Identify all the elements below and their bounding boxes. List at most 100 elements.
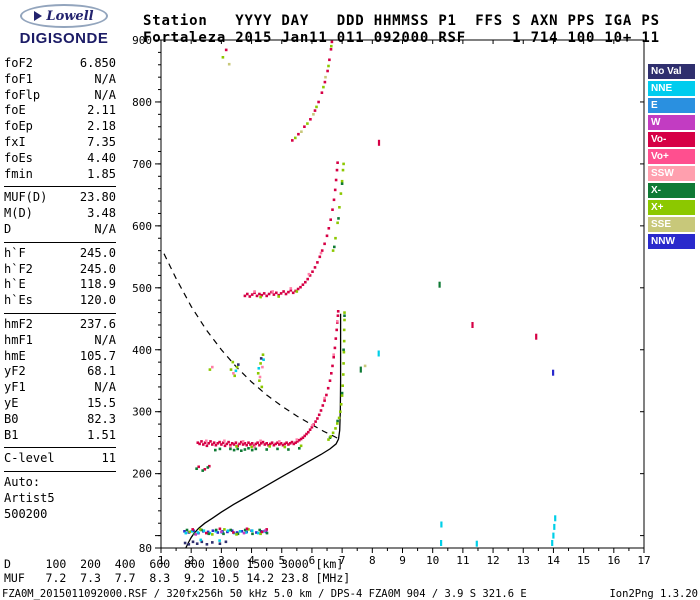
- echo-point: [198, 442, 201, 446]
- echo-point: [323, 396, 326, 400]
- echo-point: [259, 532, 262, 536]
- echo-point: [274, 442, 277, 446]
- param-row: M(D) 3.48: [4, 206, 116, 222]
- echo-point: [205, 531, 208, 535]
- x-tick-label: 16: [607, 554, 620, 567]
- x-tick-label: 7: [339, 554, 346, 567]
- echo-point: [315, 105, 318, 109]
- x-tick-label: 15: [577, 554, 590, 567]
- echo-point: [256, 441, 259, 444]
- echo-point: [553, 523, 556, 530]
- echo-point: [330, 44, 333, 48]
- echo-point: [339, 192, 343, 195]
- echo-point: [268, 445, 271, 448]
- series-rfi-darkgreen: [359, 281, 441, 373]
- param-label: hmF2: [4, 316, 33, 331]
- echo-point: [342, 350, 346, 354]
- echo-point: [308, 428, 312, 431]
- param-row: yF1 N/A: [4, 380, 116, 396]
- echo-point: [284, 292, 288, 296]
- echo-point: [253, 445, 256, 449]
- x-tick-label: 14: [547, 554, 561, 567]
- echo-point: [185, 528, 189, 532]
- param-row: h`Es 120.0: [4, 293, 116, 309]
- echo-point: [306, 122, 309, 125]
- echo-point: [247, 447, 250, 450]
- x-tick-label: 11: [456, 554, 469, 567]
- echo-point: [554, 515, 557, 522]
- param-label: foF2: [4, 56, 33, 70]
- legend-item-w: W: [648, 115, 695, 130]
- param-row: fmin 1.85: [4, 167, 116, 183]
- legend-item-vo+: Vo+: [648, 149, 695, 164]
- header-values: Fortaleza 2015 Jan11 011 092000 RSF 1 71…: [143, 30, 660, 46]
- echo-point: [265, 531, 269, 535]
- param-row: hmF1 N/A: [4, 333, 116, 349]
- echo-point: [363, 364, 367, 368]
- echo-point: [240, 530, 244, 533]
- echo-point: [234, 369, 238, 373]
- echo-point: [340, 182, 344, 185]
- echo-point: [333, 188, 337, 192]
- echo-point: [316, 417, 319, 420]
- echo-point: [235, 365, 239, 369]
- echo-point: [337, 416, 341, 420]
- echo-point: [294, 136, 297, 140]
- echo-point: [327, 438, 330, 441]
- echo-point: [272, 443, 276, 447]
- echo-point: [218, 542, 222, 545]
- param-row: hmF2 237.6: [4, 317, 116, 333]
- x-tick-label: 8: [369, 554, 376, 567]
- echo-point: [229, 528, 232, 532]
- echo-point: [229, 445, 232, 449]
- param-row: h`F2 245.0: [4, 262, 116, 278]
- legend-item-ssw: SSW: [648, 166, 695, 181]
- echo-point: [258, 292, 261, 296]
- panel-divider: [4, 447, 116, 449]
- echo-point: [278, 440, 281, 443]
- x-tick-label: 4: [248, 554, 255, 567]
- echo-point: [319, 409, 323, 412]
- echo-point: [332, 355, 335, 359]
- param-label: fxI: [4, 134, 26, 149]
- param-value: 3.48: [87, 206, 116, 221]
- echo-point: [243, 294, 247, 298]
- echo-point: [309, 118, 312, 121]
- echo-point: [212, 441, 216, 444]
- echo-point: [203, 441, 207, 444]
- param-row: foE 2.11: [4, 103, 116, 119]
- echo-point: [260, 293, 264, 297]
- echo-point: [214, 448, 217, 452]
- echo-point: [320, 91, 324, 94]
- legend-item-no-val: No Val: [648, 64, 695, 79]
- echo-point: [254, 442, 258, 446]
- echo-point: [211, 533, 214, 536]
- echo-point: [194, 533, 197, 536]
- series-mid-noise-green: [208, 353, 265, 389]
- status-file-info: FZA0M_2015011092000.RSF / 320fx256h 50 k…: [2, 588, 527, 600]
- series-f3hop-red: [224, 40, 334, 142]
- echo-point: [249, 443, 252, 446]
- echo-point: [206, 530, 210, 534]
- param-value: 2.11: [87, 103, 116, 118]
- echo-point: [283, 445, 287, 449]
- echo-point: [250, 445, 253, 449]
- echo-point: [269, 442, 272, 446]
- legend-item-x-: X-: [648, 183, 695, 198]
- echo-point: [313, 109, 317, 112]
- echo-point: [306, 277, 309, 281]
- echo-point: [311, 270, 314, 273]
- echo-point: [312, 113, 315, 116]
- series-mid-noise-cyan: [234, 358, 265, 373]
- echo-point: [471, 322, 474, 328]
- param-row: Auto:: [4, 475, 116, 491]
- x-tick-label: 6: [309, 554, 316, 567]
- series-f2hop-o-pink: [253, 251, 323, 293]
- param-value: 6.850: [79, 56, 116, 70]
- series-mid-noise-dark: [237, 357, 263, 366]
- echo-point: [192, 532, 196, 536]
- echo-point: [265, 528, 268, 531]
- echo-point: [257, 367, 261, 370]
- y-tick-label: 400: [132, 344, 152, 357]
